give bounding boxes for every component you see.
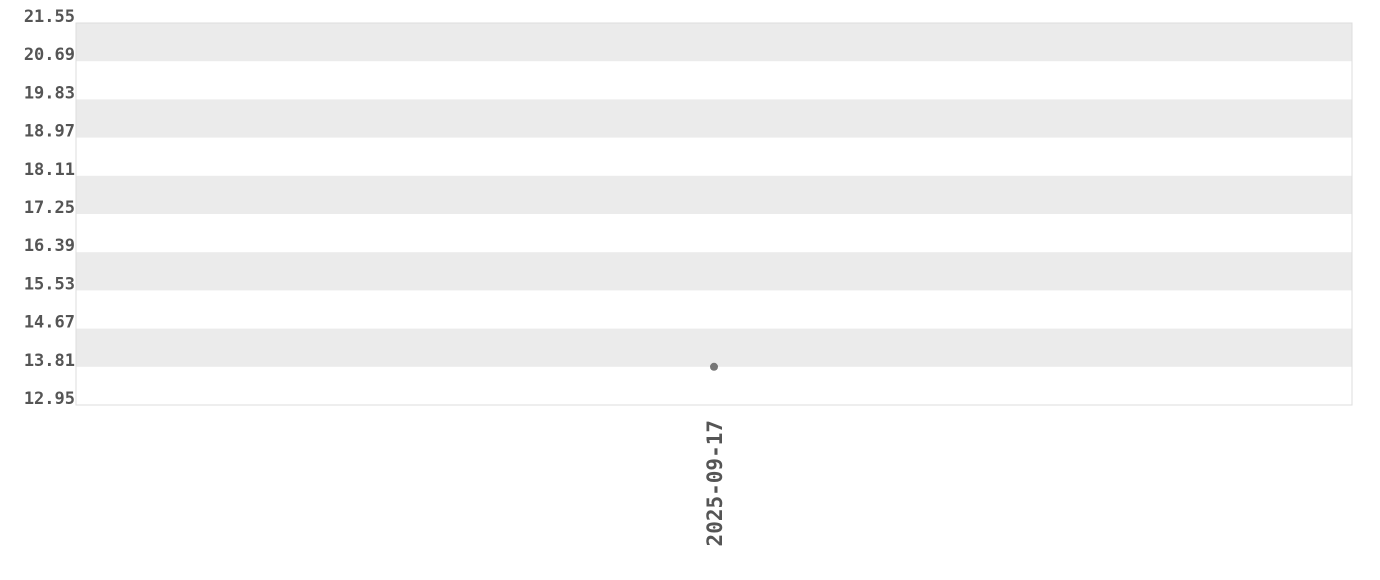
y-tick-label: 18.11: [24, 160, 75, 180]
x-tick-label: 2025-09-17: [703, 420, 727, 546]
plot-area-border: [75, 22, 1353, 406]
grid-band: [76, 23, 1352, 62]
y-tick-label: 12.95: [24, 389, 75, 409]
data-point: [710, 362, 718, 371]
grid-band: [76, 99, 1352, 138]
y-tick-label: 18.97: [24, 122, 75, 142]
y-tick-label: 19.83: [24, 83, 75, 103]
y-tick-label: 20.69: [24, 45, 75, 65]
grid-band: [76, 252, 1352, 291]
y-tick-label: 21.55: [24, 7, 75, 27]
data-points: [710, 362, 718, 371]
y-tick-label: 17.25: [24, 198, 75, 218]
grid-bands: [76, 23, 1352, 367]
y-tick-label: 13.81: [24, 351, 75, 371]
y-tick-label: 14.67: [24, 313, 75, 333]
y-tick-label: 15.53: [24, 274, 75, 294]
grid-band: [76, 328, 1352, 367]
y-axis: 21.55 20.69 19.83 18.97 18.11 17.25 16.39 15.53…: [24, 7, 75, 409]
x-axis: 2025-09-17: [703, 420, 727, 546]
grid-band: [76, 175, 1352, 214]
y-tick-label: 16.39: [24, 236, 75, 256]
